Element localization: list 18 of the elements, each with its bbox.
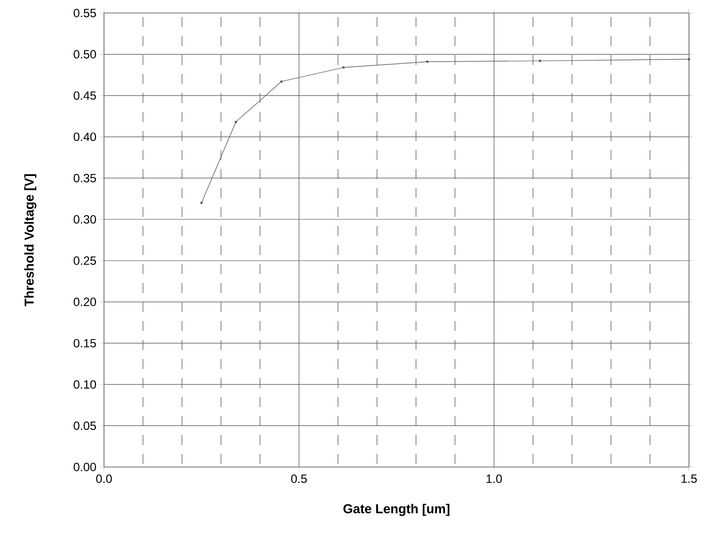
y-tick-label: 0.25 [74,256,96,265]
y-tick-label: 0.05 [74,422,96,430]
y-tick-label: 0.20 [74,298,96,306]
y-tick-label: 0.50 [74,50,96,58]
y-tick-label: 0.55 [74,8,96,18]
y-tick-label: 0.15 [74,338,96,348]
y-axis-title: Threshold Voltage [V] [24,174,36,306]
x-tick-label: 0.0 [96,474,112,483]
x-tick-label: 1.0 [486,474,502,483]
y-tick-label: 0.40 [74,132,96,142]
y-tick-label: 0.10 [74,380,96,389]
y-tick-label: 0.45 [74,91,96,100]
y-tick-label: 0.00 [74,462,96,472]
x-axis-title: Gate Length [um] [343,504,450,516]
y-tick-label: 0.35 [74,174,96,182]
x-tick-label: 1.5 [682,474,697,483]
y-tick-label: 0.30 [74,215,96,224]
x-tick-label: 0.5 [291,474,307,483]
